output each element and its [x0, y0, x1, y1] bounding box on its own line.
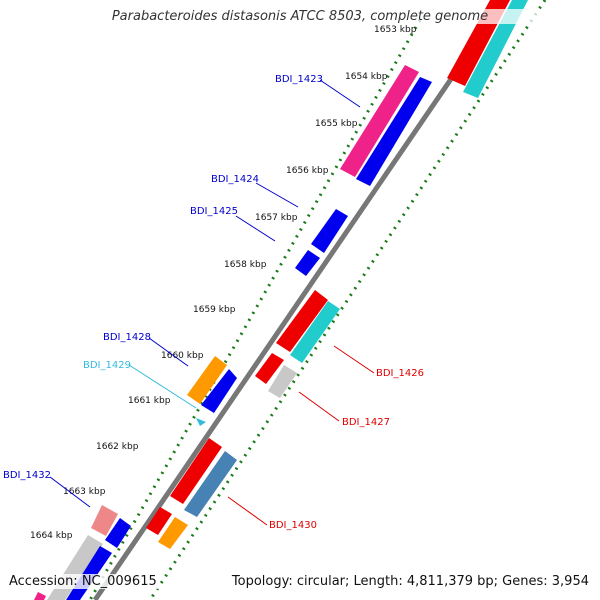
gene-arrow[interactable] [187, 356, 227, 404]
gene-arrow[interactable] [105, 518, 131, 548]
gene-arrow[interactable] [184, 451, 237, 517]
gene-arrow[interactable] [255, 353, 284, 384]
gene-label[interactable]: BDI_1432 [3, 470, 51, 481]
kbp-tick-labels: 1653 kbp 1654 kbp 1655 kbp 1656 kbp 1657… [30, 25, 417, 541]
kbp-label: 1659 kbp [193, 305, 236, 315]
accession-text: Accession: NC_009615 [7, 574, 159, 589]
kbp-label: 1656 kbp [286, 166, 329, 176]
gene-arrow[interactable] [356, 77, 432, 186]
genome-backbone [92, 0, 508, 600]
tick-rail-inner [148, 0, 547, 600]
map-title: Parabacteroides distasonis ATCC 8503, co… [0, 9, 600, 24]
kbp-label: 1662 kbp [96, 442, 139, 452]
label-leaders [49, 79, 375, 526]
gene-arrow[interactable] [268, 365, 297, 398]
gene-arrow[interactable] [158, 517, 188, 549]
gene-label[interactable]: BDI_1425 [190, 206, 238, 217]
kbp-label: 1657 kbp [255, 213, 298, 223]
gene-arrow[interactable] [463, 0, 528, 98]
gene-label[interactable]: BDI_1424 [211, 174, 259, 185]
gene-arrow[interactable] [295, 250, 320, 276]
kbp-label: 1655 kbp [315, 119, 358, 129]
kbp-label: 1654 kbp [345, 72, 388, 82]
gene-arrow[interactable] [276, 290, 328, 352]
gene-arrow[interactable] [146, 507, 172, 535]
kbp-label: 1661 kbp [128, 396, 171, 406]
gene-arrow[interactable] [290, 301, 340, 363]
gene-label[interactable]: BDI_1428 [103, 332, 151, 343]
genome-summary-text: Topology: circular; Length: 4,811,379 bp… [229, 574, 591, 589]
gene-arrow[interactable] [91, 505, 118, 536]
gene-label[interactable]: BDI_1430 [269, 520, 317, 531]
kbp-label: 1664 kbp [30, 531, 73, 541]
gene-label[interactable]: BDI_1429 [83, 360, 131, 371]
gene-arrow[interactable] [340, 65, 419, 177]
kbp-label: 1653 kbp [374, 25, 417, 35]
gene-arrow[interactable] [170, 438, 222, 504]
kbp-label: 1660 kbp [161, 351, 204, 361]
kbp-label: 1658 kbp [224, 260, 267, 270]
kbp-label: 1663 kbp [63, 487, 106, 497]
gene-label[interactable]: BDI_1427 [342, 417, 390, 428]
gene-label[interactable]: BDI_1423 [275, 74, 323, 85]
gene-arrow[interactable] [196, 418, 206, 426]
gene-arrow[interactable] [311, 209, 348, 253]
gene-arrow[interactable] [201, 369, 237, 413]
tick-rail-outer [88, 19, 422, 600]
gene-label[interactable]: BDI_1426 [376, 368, 424, 379]
gene-arrow[interactable] [34, 592, 46, 600]
gene-labels: BDI_1423 BDI_1424 BDI_1425 BDI_1428 BDI_… [3, 74, 424, 531]
